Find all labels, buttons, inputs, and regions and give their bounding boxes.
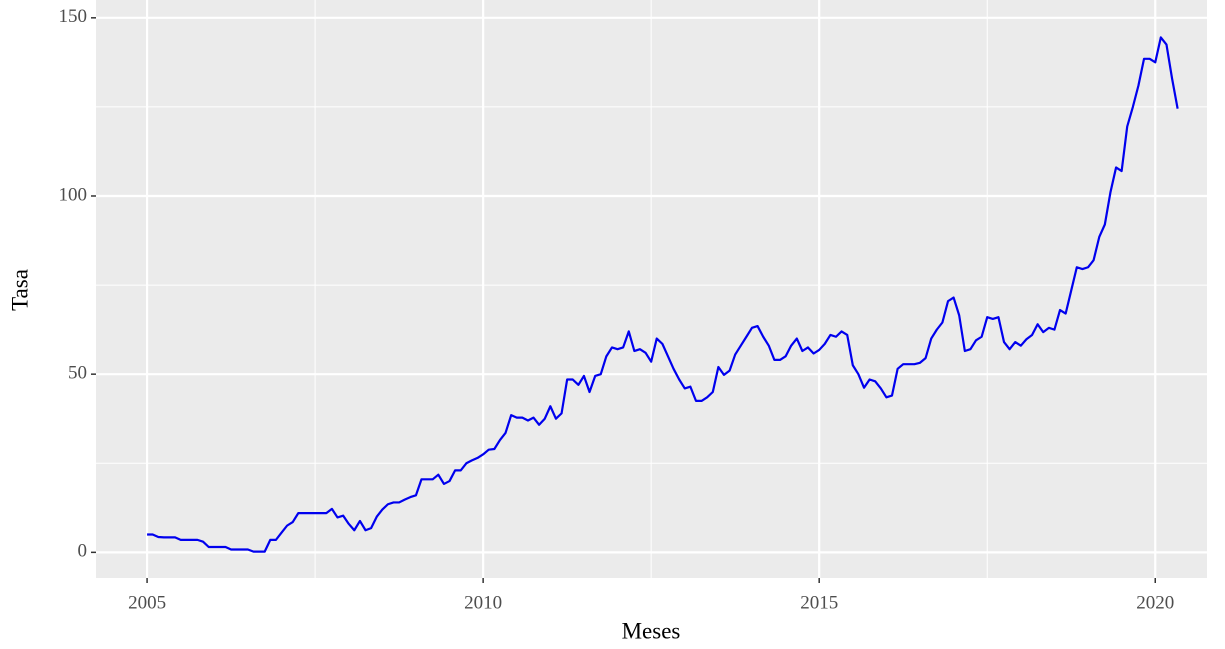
data-line [147,36,1179,553]
x-tick-label: 2010 [464,592,502,613]
x-axis-title: Meses [622,618,681,643]
y-tick-label: 0 [78,541,88,562]
y-axis-title: Tasa [7,269,32,311]
x-tick-label: 2005 [128,592,166,613]
x-tick-label: 2015 [800,592,838,613]
x-tick-label: 2020 [1136,592,1174,613]
y-tick-label: 100 [59,184,88,205]
y-tick-label: 50 [68,363,87,384]
y-tick-label: 150 [59,6,88,27]
